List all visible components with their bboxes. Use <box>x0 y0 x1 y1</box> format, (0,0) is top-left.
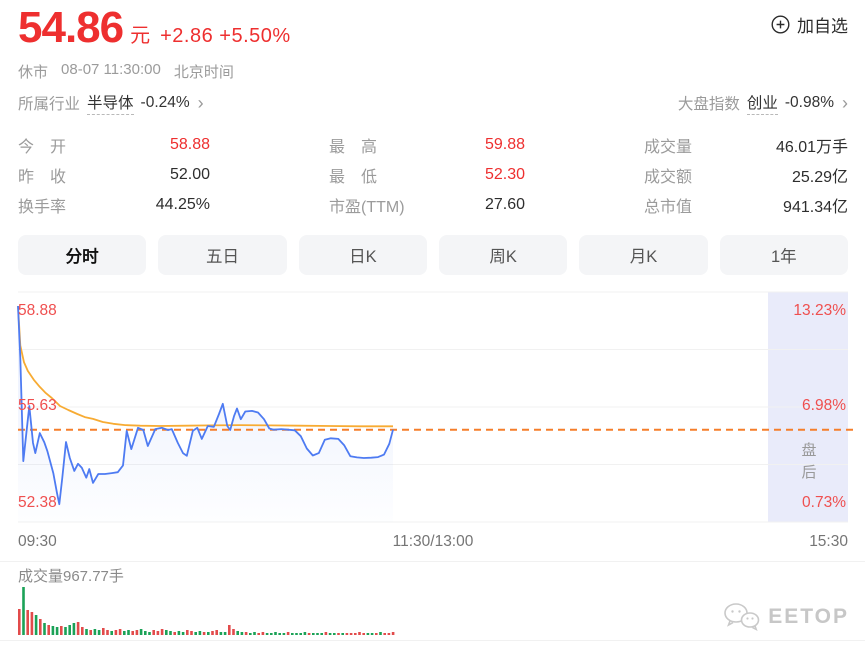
industry-name: 半导体 <box>87 91 134 115</box>
currency-unit: 元 <box>130 25 151 47</box>
industry-link[interactable]: 所属行业 半导体 -0.24% › <box>18 91 204 115</box>
tab-weekly-k[interactable]: 周K <box>438 235 568 275</box>
time-axis: 09:30 11:30/13:00 15:30 <box>0 526 865 558</box>
current-price: 54.86 <box>18 3 124 52</box>
stat-pe-ttm: 市盈(TTM) 27.60 <box>329 196 525 216</box>
stat-volume: 成交量 46.01万手 <box>644 139 848 156</box>
stat-low: 最 低 52.30 <box>329 166 525 186</box>
market-status: 休市 <box>18 64 49 81</box>
stats-col-2: 最 高 59.88 最 低 52.30 市盈(TTM) 27.60 <box>329 130 525 220</box>
market-status-row: 休市 08-07 11:30:00 北京时间 <box>0 61 865 82</box>
y-axis-pct-mid: 6.98% <box>802 397 846 414</box>
industry-change: -0.24% <box>140 94 190 111</box>
stat-market-cap: 总市值 941.34亿 <box>644 199 848 216</box>
wechat-icon <box>723 602 760 632</box>
period-tabs: 分时 五日 日K 周K 月K 1年 <box>0 235 865 275</box>
stat-turnover-rate: 换手率 44.25% <box>18 196 210 216</box>
stat-high: 最 高 59.88 <box>329 136 525 156</box>
add-watchlist-label: 加自选 <box>797 17 848 36</box>
y-axis-pct-low: 0.73% <box>802 494 846 511</box>
price-change: +2.86 +5.50% <box>160 25 291 47</box>
after-hours-label: 盘后 <box>801 442 817 481</box>
tab-monthly-k[interactable]: 月K <box>579 235 708 275</box>
volume-panel[interactable]: 成交量967.77手 EETOP <box>0 561 865 641</box>
stat-prev-close: 昨 收 52.00 <box>18 166 210 186</box>
quote-datetime: 08-07 11:30:00 <box>61 61 161 78</box>
timezone-label: 北京时间 <box>173 64 234 81</box>
watermark: EETOP <box>723 602 849 632</box>
market-index-link[interactable]: 大盘指数 创业 -0.98% › <box>678 91 848 115</box>
add-watchlist-button[interactable]: 加自选 <box>771 8 848 41</box>
tab-5day[interactable]: 五日 <box>158 235 287 275</box>
stat-amount: 成交额 25.29亿 <box>644 169 848 186</box>
time-axis-noon: 11:30/13:00 <box>392 533 474 550</box>
volume-label: 成交量967.77手 <box>18 568 124 585</box>
y-axis-pct-high: 13.23% <box>793 302 846 319</box>
tab-1year[interactable]: 1年 <box>719 235 848 275</box>
stats-col-1: 今 开 58.88 昨 收 52.00 换手率 44.25% <box>18 130 210 220</box>
y-axis-high: 58.88 <box>18 302 57 319</box>
price-chart-canvas[interactable] <box>0 289 865 525</box>
industry-index-row: 所属行业 半导体 -0.24% › 大盘指数 创业 -0.98% › <box>0 91 865 115</box>
index-change: -0.98% <box>784 94 834 111</box>
y-axis-mid: 55.63 <box>18 397 57 414</box>
chevron-right-icon: › <box>197 93 204 113</box>
time-axis-open: 09:30 <box>18 533 57 550</box>
time-axis-close: 15:30 <box>809 533 848 550</box>
volume-bars-canvas <box>0 562 865 644</box>
watermark-text: EETOP <box>768 605 849 628</box>
index-label: 大盘指数 <box>677 96 740 113</box>
y-axis-low: 52.38 <box>18 494 57 511</box>
industry-label: 所属行业 <box>18 96 81 113</box>
stats-grid: 今 开 58.88 昨 收 52.00 换手率 44.25% 最 高 59.88 最 低… <box>0 130 865 220</box>
tab-daily-k[interactable]: 日K <box>298 235 427 275</box>
intraday-chart[interactable]: 58.88 55.63 52.38 13.23% 6.98% 0.73% 盘后 <box>0 289 865 525</box>
plus-circle-icon <box>771 15 790 34</box>
quote-header: 54.86 元 +2.86 +5.50% 加自选 <box>0 0 865 50</box>
tab-minute[interactable]: 分时 <box>18 235 147 275</box>
stat-open: 今 开 58.88 <box>18 136 210 156</box>
stats-col-3: 成交量 46.01万手 成交额 25.29亿 总市值 941.34亿 <box>644 130 848 220</box>
chevron-right-icon: › <box>842 93 848 113</box>
index-name: 创业 <box>746 91 778 115</box>
